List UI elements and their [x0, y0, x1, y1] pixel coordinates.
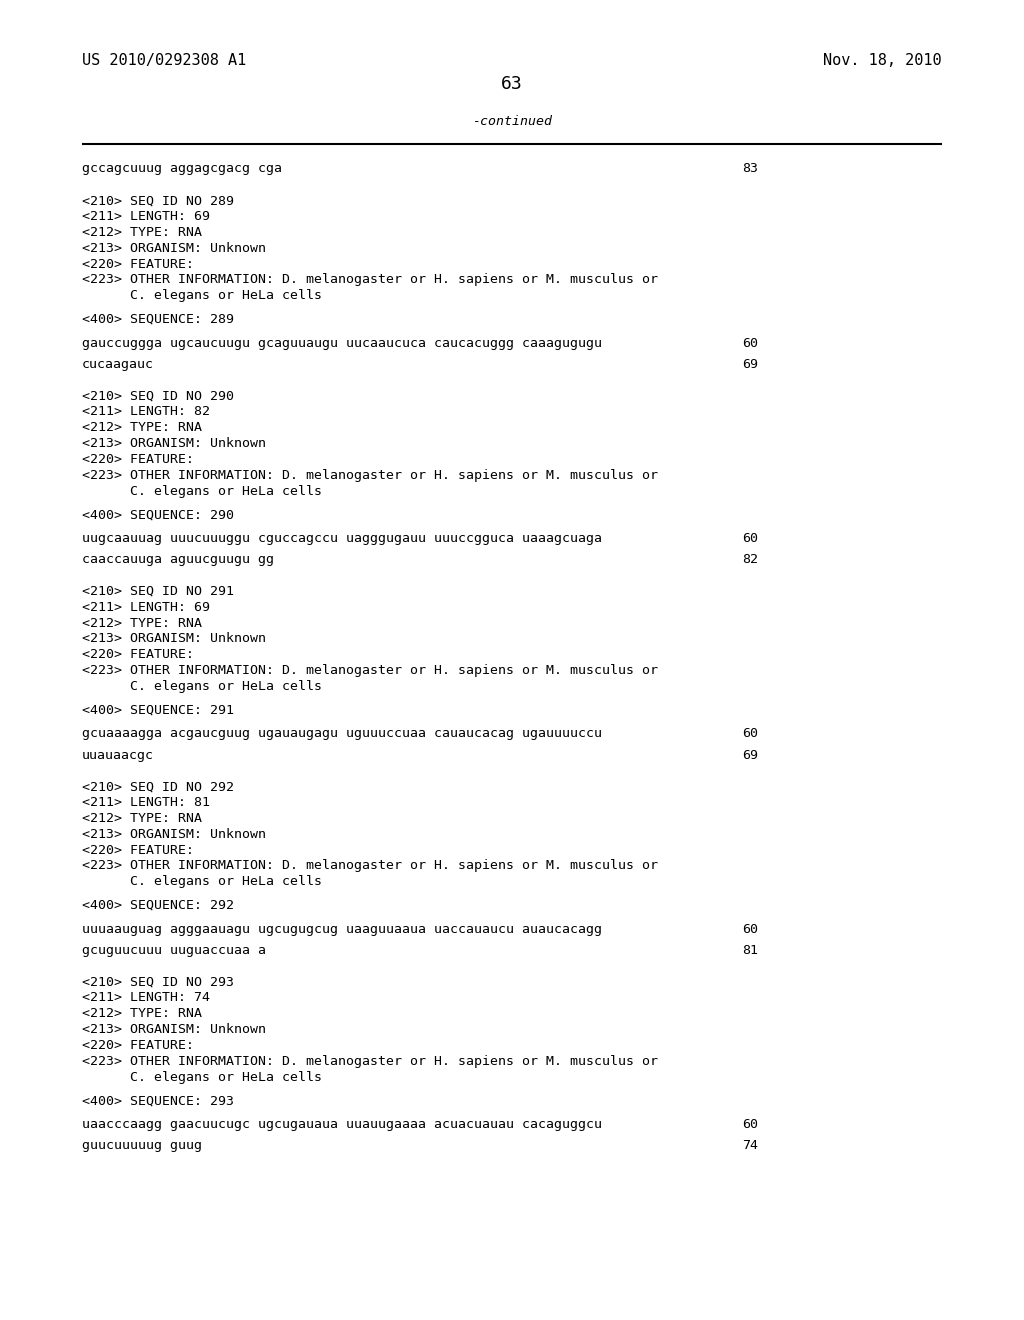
Text: <211> LENGTH: 81: <211> LENGTH: 81 — [82, 796, 210, 809]
Text: 60: 60 — [742, 727, 759, 741]
Text: C. elegans or HeLa cells: C. elegans or HeLa cells — [82, 680, 322, 693]
Text: <211> LENGTH: 69: <211> LENGTH: 69 — [82, 210, 210, 223]
Text: 60: 60 — [742, 337, 759, 350]
Text: uaacccaagg gaacuucugc ugcugauaua uuauugaaaa acuacuauau cacaguggcu: uaacccaagg gaacuucugc ugcugauaua uuauuga… — [82, 1118, 602, 1131]
Text: 83: 83 — [742, 162, 759, 176]
Text: 60: 60 — [742, 1118, 759, 1131]
Text: 69: 69 — [742, 748, 759, 762]
Text: 69: 69 — [742, 358, 759, 371]
Text: 74: 74 — [742, 1139, 759, 1152]
Text: 81: 81 — [742, 944, 759, 957]
Text: <213> ORGANISM: Unknown: <213> ORGANISM: Unknown — [82, 1023, 266, 1036]
Text: <212> TYPE: RNA: <212> TYPE: RNA — [82, 812, 202, 825]
Text: uuuaauguag agggaauagu ugcugugcug uaaguuaaua uaccauaucu auaucacagg: uuuaauguag agggaauagu ugcugugcug uaaguua… — [82, 923, 602, 936]
Text: <210> SEQ ID NO 292: <210> SEQ ID NO 292 — [82, 780, 233, 793]
Text: <210> SEQ ID NO 291: <210> SEQ ID NO 291 — [82, 585, 233, 598]
Text: C. elegans or HeLa cells: C. elegans or HeLa cells — [82, 484, 322, 498]
Text: <210> SEQ ID NO 290: <210> SEQ ID NO 290 — [82, 389, 233, 403]
Text: -continued: -continued — [472, 115, 552, 128]
Text: Nov. 18, 2010: Nov. 18, 2010 — [823, 53, 942, 69]
Text: <223> OTHER INFORMATION: D. melanogaster or H. sapiens or M. musculus or: <223> OTHER INFORMATION: D. melanogaster… — [82, 859, 657, 873]
Text: C. elegans or HeLa cells: C. elegans or HeLa cells — [82, 289, 322, 302]
Text: <400> SEQUENCE: 292: <400> SEQUENCE: 292 — [82, 899, 233, 912]
Text: <213> ORGANISM: Unknown: <213> ORGANISM: Unknown — [82, 437, 266, 450]
Text: 63: 63 — [501, 75, 523, 94]
Text: 60: 60 — [742, 923, 759, 936]
Text: <213> ORGANISM: Unknown: <213> ORGANISM: Unknown — [82, 242, 266, 255]
Text: gcuaaaagga acgaucguug ugauaugagu uguuuccuaa cauaucacag ugauuuuccu: gcuaaaagga acgaucguug ugauaugagu uguuucc… — [82, 727, 602, 741]
Text: C. elegans or HeLa cells: C. elegans or HeLa cells — [82, 875, 322, 888]
Text: cucaagauc: cucaagauc — [82, 358, 154, 371]
Text: <220> FEATURE:: <220> FEATURE: — [82, 843, 194, 857]
Text: <212> TYPE: RNA: <212> TYPE: RNA — [82, 616, 202, 630]
Text: <212> TYPE: RNA: <212> TYPE: RNA — [82, 421, 202, 434]
Text: <220> FEATURE:: <220> FEATURE: — [82, 1039, 194, 1052]
Text: <212> TYPE: RNA: <212> TYPE: RNA — [82, 226, 202, 239]
Text: gcuguucuuu uuguaccuaa a: gcuguucuuu uuguaccuaa a — [82, 944, 266, 957]
Text: gauccuggga ugcaucuugu gcaguuaugu uucaaucuca caucacuggg caaagugugu: gauccuggga ugcaucuugu gcaguuaugu uucaauc… — [82, 337, 602, 350]
Text: 82: 82 — [742, 553, 759, 566]
Text: <211> LENGTH: 82: <211> LENGTH: 82 — [82, 405, 210, 418]
Text: US 2010/0292308 A1: US 2010/0292308 A1 — [82, 53, 246, 69]
Text: <211> LENGTH: 74: <211> LENGTH: 74 — [82, 991, 210, 1005]
Text: 60: 60 — [742, 532, 759, 545]
Text: <223> OTHER INFORMATION: D. melanogaster or H. sapiens or M. musculus or: <223> OTHER INFORMATION: D. melanogaster… — [82, 664, 657, 677]
Text: <223> OTHER INFORMATION: D. melanogaster or H. sapiens or M. musculus or: <223> OTHER INFORMATION: D. melanogaster… — [82, 469, 657, 482]
Text: <211> LENGTH: 69: <211> LENGTH: 69 — [82, 601, 210, 614]
Text: C. elegans or HeLa cells: C. elegans or HeLa cells — [82, 1071, 322, 1084]
Text: <223> OTHER INFORMATION: D. melanogaster or H. sapiens or M. musculus or: <223> OTHER INFORMATION: D. melanogaster… — [82, 273, 657, 286]
Text: <210> SEQ ID NO 289: <210> SEQ ID NO 289 — [82, 194, 233, 207]
Text: uugcaauuag uuucuuuggu cguccagccu uagggugauu uuuccgguca uaaagcuaga: uugcaauuag uuucuuuggu cguccagccu uagggug… — [82, 532, 602, 545]
Text: caaccauuga aguucguugu gg: caaccauuga aguucguugu gg — [82, 553, 274, 566]
Text: <220> FEATURE:: <220> FEATURE: — [82, 648, 194, 661]
Text: guucuuuuug guug: guucuuuuug guug — [82, 1139, 202, 1152]
Text: <400> SEQUENCE: 289: <400> SEQUENCE: 289 — [82, 313, 233, 326]
Text: <223> OTHER INFORMATION: D. melanogaster or H. sapiens or M. musculus or: <223> OTHER INFORMATION: D. melanogaster… — [82, 1055, 657, 1068]
Text: gccagcuuug aggagcgacg cga: gccagcuuug aggagcgacg cga — [82, 162, 282, 176]
Text: <400> SEQUENCE: 293: <400> SEQUENCE: 293 — [82, 1094, 233, 1107]
Text: <400> SEQUENCE: 291: <400> SEQUENCE: 291 — [82, 704, 233, 717]
Text: <210> SEQ ID NO 293: <210> SEQ ID NO 293 — [82, 975, 233, 989]
Text: uuauaacgc: uuauaacgc — [82, 748, 154, 762]
Text: <400> SEQUENCE: 290: <400> SEQUENCE: 290 — [82, 508, 233, 521]
Text: <213> ORGANISM: Unknown: <213> ORGANISM: Unknown — [82, 632, 266, 645]
Text: <213> ORGANISM: Unknown: <213> ORGANISM: Unknown — [82, 828, 266, 841]
Text: <220> FEATURE:: <220> FEATURE: — [82, 453, 194, 466]
Text: <212> TYPE: RNA: <212> TYPE: RNA — [82, 1007, 202, 1020]
Text: <220> FEATURE:: <220> FEATURE: — [82, 257, 194, 271]
